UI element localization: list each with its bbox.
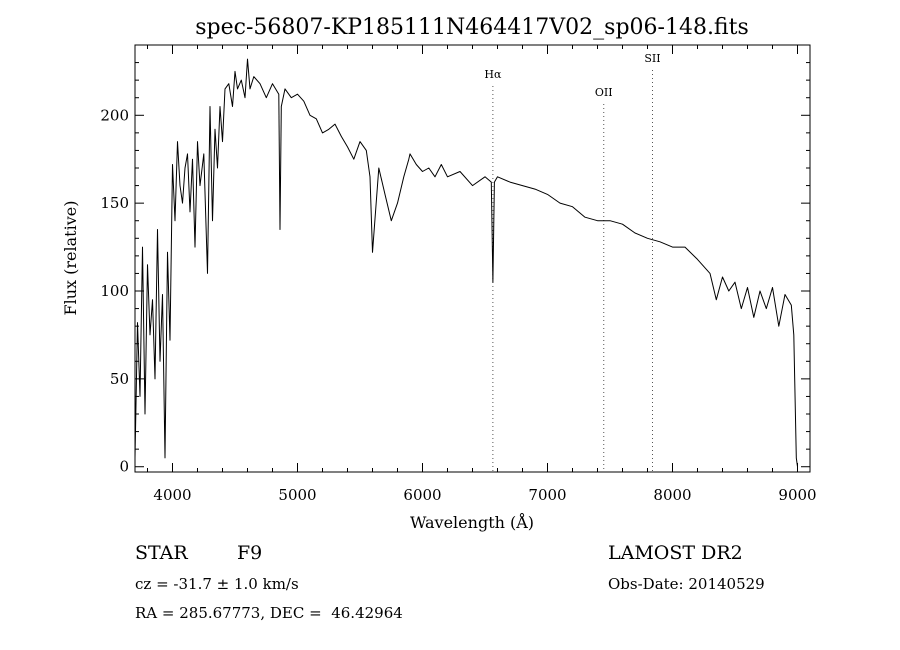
x-axis-label: Wavelength (Å) (410, 512, 534, 532)
plot-frame (134, 44, 811, 473)
line-label-3: SII (644, 52, 660, 65)
x-tick-label: 5000 (278, 486, 316, 504)
redshift-cz: cz = -31.7 ± 1.0 km/s (135, 575, 299, 593)
spectrum-line (135, 58, 798, 467)
y-tick-label: 150 (100, 194, 129, 212)
x-tick-label: 9000 (778, 486, 816, 504)
chart-title: spec-56807-KP185111N464417V02_sp06-148.f… (195, 15, 749, 40)
line-label-2: OII (595, 86, 613, 99)
survey-name: LAMOST DR2 (608, 542, 743, 564)
spectral-subclass: F9 (237, 542, 263, 564)
y-tick-label: 100 (100, 282, 129, 300)
line-label-1: Hα (484, 68, 502, 81)
x-tick-label: 6000 (403, 486, 441, 504)
y-axis-label: Flux (relative) (61, 201, 80, 316)
observation-date: Obs-Date: 20140529 (608, 575, 765, 593)
sky-coordinates: RA = 285.67773, DEC = 46.42964 (135, 604, 403, 622)
y-tick-label: 0 (119, 458, 129, 476)
y-tick-label: 50 (110, 370, 129, 388)
x-tick-label: 7000 (528, 486, 566, 504)
object-class: STAR (135, 542, 188, 564)
x-tick-label: 4000 (153, 486, 191, 504)
x-tick-label: 8000 (653, 486, 691, 504)
y-tick-label: 200 (100, 106, 129, 124)
